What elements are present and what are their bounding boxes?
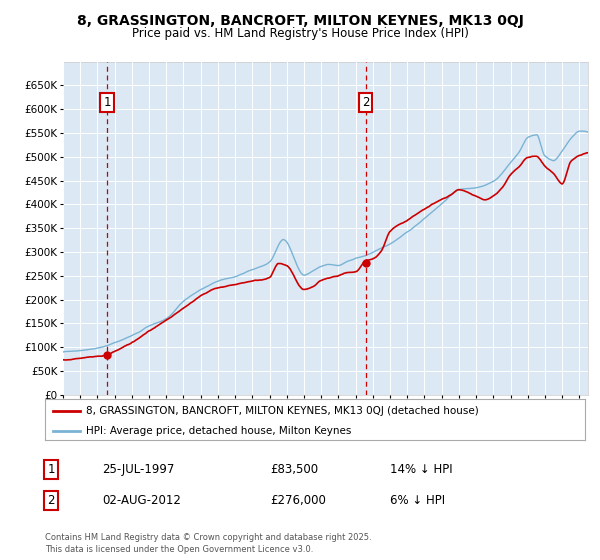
Text: 1: 1 [103,96,111,109]
Text: 2: 2 [47,493,55,507]
Text: £276,000: £276,000 [270,493,326,507]
Text: 6% ↓ HPI: 6% ↓ HPI [390,493,445,507]
Text: £83,500: £83,500 [270,463,318,476]
Text: Contains HM Land Registry data © Crown copyright and database right 2025.
This d: Contains HM Land Registry data © Crown c… [45,533,371,554]
Text: 1: 1 [47,463,55,476]
Text: 2: 2 [362,96,370,109]
Text: 14% ↓ HPI: 14% ↓ HPI [390,463,452,476]
Text: 25-JUL-1997: 25-JUL-1997 [102,463,175,476]
Text: 8, GRASSINGTON, BANCROFT, MILTON KEYNES, MK13 0QJ: 8, GRASSINGTON, BANCROFT, MILTON KEYNES,… [77,14,523,28]
Text: Price paid vs. HM Land Registry's House Price Index (HPI): Price paid vs. HM Land Registry's House … [131,27,469,40]
Text: 8, GRASSINGTON, BANCROFT, MILTON KEYNES, MK13 0QJ (detached house): 8, GRASSINGTON, BANCROFT, MILTON KEYNES,… [86,405,478,416]
Text: HPI: Average price, detached house, Milton Keynes: HPI: Average price, detached house, Milt… [86,426,351,436]
Text: 02-AUG-2012: 02-AUG-2012 [102,493,181,507]
